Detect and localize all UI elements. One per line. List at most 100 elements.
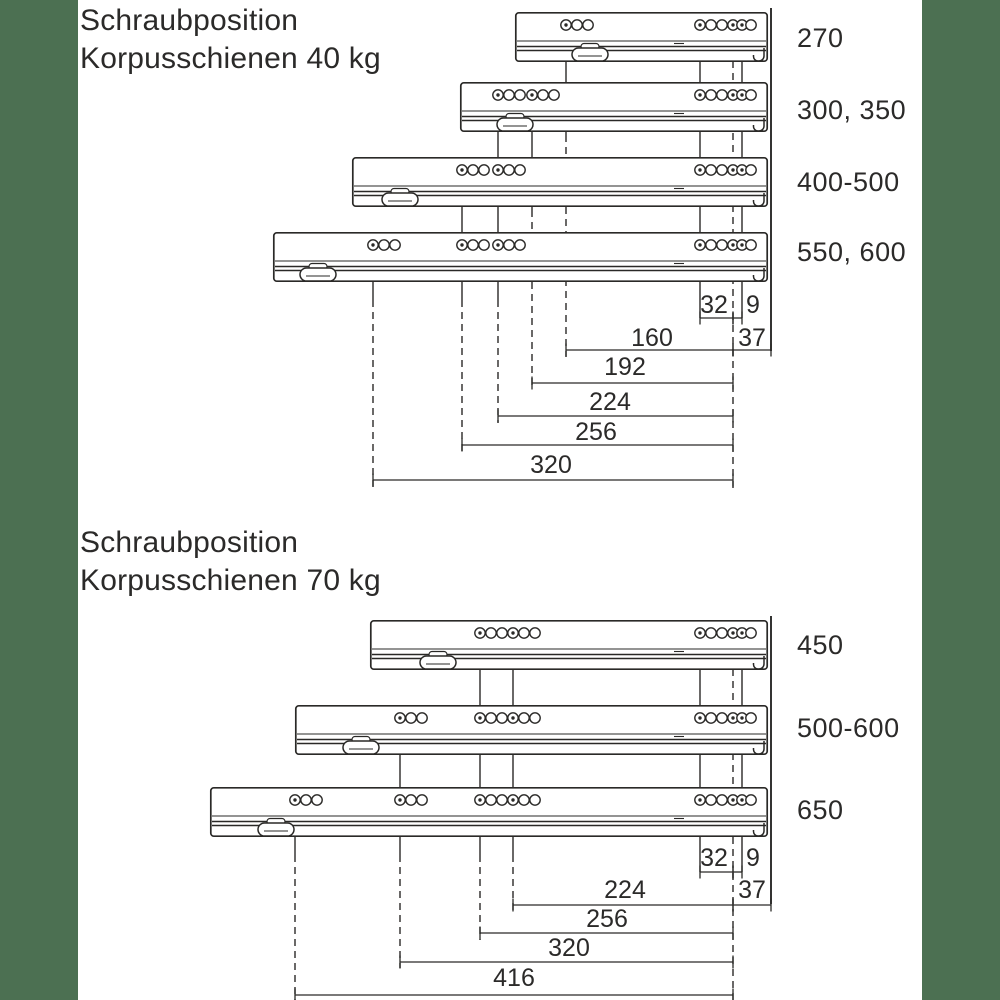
screw-hole-mark [731, 23, 735, 27]
screw-hole [518, 794, 530, 806]
screw-hole [485, 794, 497, 806]
screw-hole [496, 627, 508, 639]
screw-hole [485, 627, 497, 639]
section-title-70kg-line2: Korpusschienen 70 kg [80, 564, 381, 597]
screw-hole [716, 164, 728, 176]
screw-hole [745, 239, 757, 251]
screw-hole-mark [731, 631, 735, 635]
hook-icon [752, 268, 765, 282]
hook-icon [752, 193, 765, 207]
screw-hole [467, 164, 479, 176]
screw-hole [745, 794, 757, 806]
screw-hole [705, 19, 717, 31]
rail-length-label-40kg-300-350: 300, 350 [797, 95, 907, 125]
screw-hole [514, 89, 526, 101]
dimension-label-70kg-224: 224 [604, 876, 646, 904]
screw-hole-mark [564, 23, 568, 27]
section-title-40kg: Schraubposition Korpusschienen 40 kg [80, 2, 381, 78]
dimension-70kg-9 [732, 865, 743, 879]
screw-hole-mark [530, 93, 534, 97]
screw-hole [485, 712, 497, 724]
screw-hole [716, 89, 728, 101]
screw-hole [389, 239, 401, 251]
screw-hole-mark [496, 93, 500, 97]
rail-length-label-40kg-270: 270 [797, 23, 844, 53]
rail-40kg-550-600 [272, 231, 769, 283]
section-title-70kg: Schraubposition Korpusschienen 70 kg [80, 524, 381, 600]
dimension-label-40kg-256: 256 [575, 418, 617, 446]
screw-hole [716, 794, 728, 806]
dimension-label-40kg-192: 192 [604, 353, 646, 381]
screw-hole-mark [698, 716, 702, 720]
rail-70kg-500-600 [294, 704, 769, 756]
dimension-70kg-37 [732, 898, 772, 912]
screw-hole-mark [740, 798, 744, 802]
screw-hole [705, 794, 717, 806]
dimension-label-40kg-37: 37 [738, 324, 766, 352]
screw-hole [716, 627, 728, 639]
rail-40kg-270 [514, 11, 769, 63]
screw-hole [405, 794, 417, 806]
dimension-label-40kg-9: 9 [746, 291, 760, 319]
screw-hole [705, 239, 717, 251]
screw-hole [514, 164, 526, 176]
latch-40kg-550-600 [299, 262, 337, 282]
screw-hole [716, 712, 728, 724]
rail-length-label-70kg-650: 650 [797, 795, 844, 825]
screw-hole [571, 19, 583, 31]
screw-hole [503, 239, 515, 251]
hook-icon [752, 48, 765, 62]
hook-icon [752, 823, 765, 837]
screw-hole [503, 89, 515, 101]
screw-hole-mark [698, 168, 702, 172]
rail-length-label-40kg-400-500: 400-500 [797, 167, 900, 197]
dimension-40kg-37 [732, 343, 772, 357]
screw-hole [300, 794, 312, 806]
screw-hole [716, 19, 728, 31]
screw-hole [745, 19, 757, 31]
screw-hole-mark [398, 716, 402, 720]
screw-hole-mark [740, 716, 744, 720]
rail-length-label-70kg-450: 450 [797, 630, 844, 660]
hook-icon [752, 741, 765, 755]
page-edge-stripe-right [922, 0, 1000, 1000]
dimension-40kg-192 [531, 376, 734, 390]
screw-hole-mark [740, 93, 744, 97]
screw-hole-mark [698, 631, 702, 635]
latch-40kg-300-350 [496, 112, 534, 132]
screw-hole [496, 794, 508, 806]
screw-hole [745, 712, 757, 724]
screw-hole [496, 712, 508, 724]
screw-hole-mark [371, 243, 375, 247]
dimension-label-40kg-224: 224 [589, 388, 631, 416]
dimension-40kg-9 [732, 311, 743, 325]
screw-hole [467, 239, 479, 251]
screw-hole-mark [731, 716, 735, 720]
screw-hole [518, 627, 530, 639]
screw-hole-mark [698, 243, 702, 247]
screw-hole-mark [496, 168, 500, 172]
latch-40kg-400-500 [381, 187, 419, 207]
screw-hole-mark [511, 631, 515, 635]
screw-hole-mark [460, 243, 464, 247]
screw-hole [478, 164, 490, 176]
screw-hole [529, 712, 541, 724]
screw-hole-mark [293, 798, 297, 802]
screw-hole-mark [698, 23, 702, 27]
screw-hole [378, 239, 390, 251]
dimension-label-70kg-32: 32 [700, 844, 728, 872]
screw-hole [529, 627, 541, 639]
section-title-70kg-line1: Schraubposition [80, 526, 299, 559]
screw-hole-mark [478, 716, 482, 720]
rail-70kg-650 [209, 786, 769, 838]
dimension-label-70kg-37: 37 [738, 876, 766, 904]
screw-hole-mark [398, 798, 402, 802]
dimension-label-40kg-320: 320 [530, 451, 572, 479]
screw-hole [705, 164, 717, 176]
screw-hole-mark [740, 243, 744, 247]
dimension-label-70kg-256: 256 [586, 905, 628, 933]
rail-length-label-70kg-500-600: 500-600 [797, 713, 900, 743]
screw-hole [745, 627, 757, 639]
screw-hole-mark [496, 243, 500, 247]
